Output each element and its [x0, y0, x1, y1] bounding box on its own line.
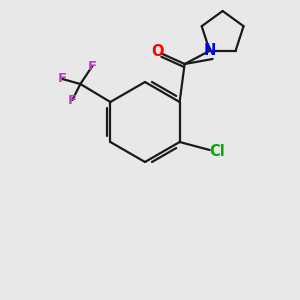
- Text: O: O: [152, 44, 164, 59]
- Text: F: F: [68, 94, 77, 106]
- Text: F: F: [88, 59, 97, 73]
- Text: F: F: [58, 73, 67, 85]
- Text: N: N: [203, 43, 216, 58]
- Text: Cl: Cl: [209, 143, 224, 158]
